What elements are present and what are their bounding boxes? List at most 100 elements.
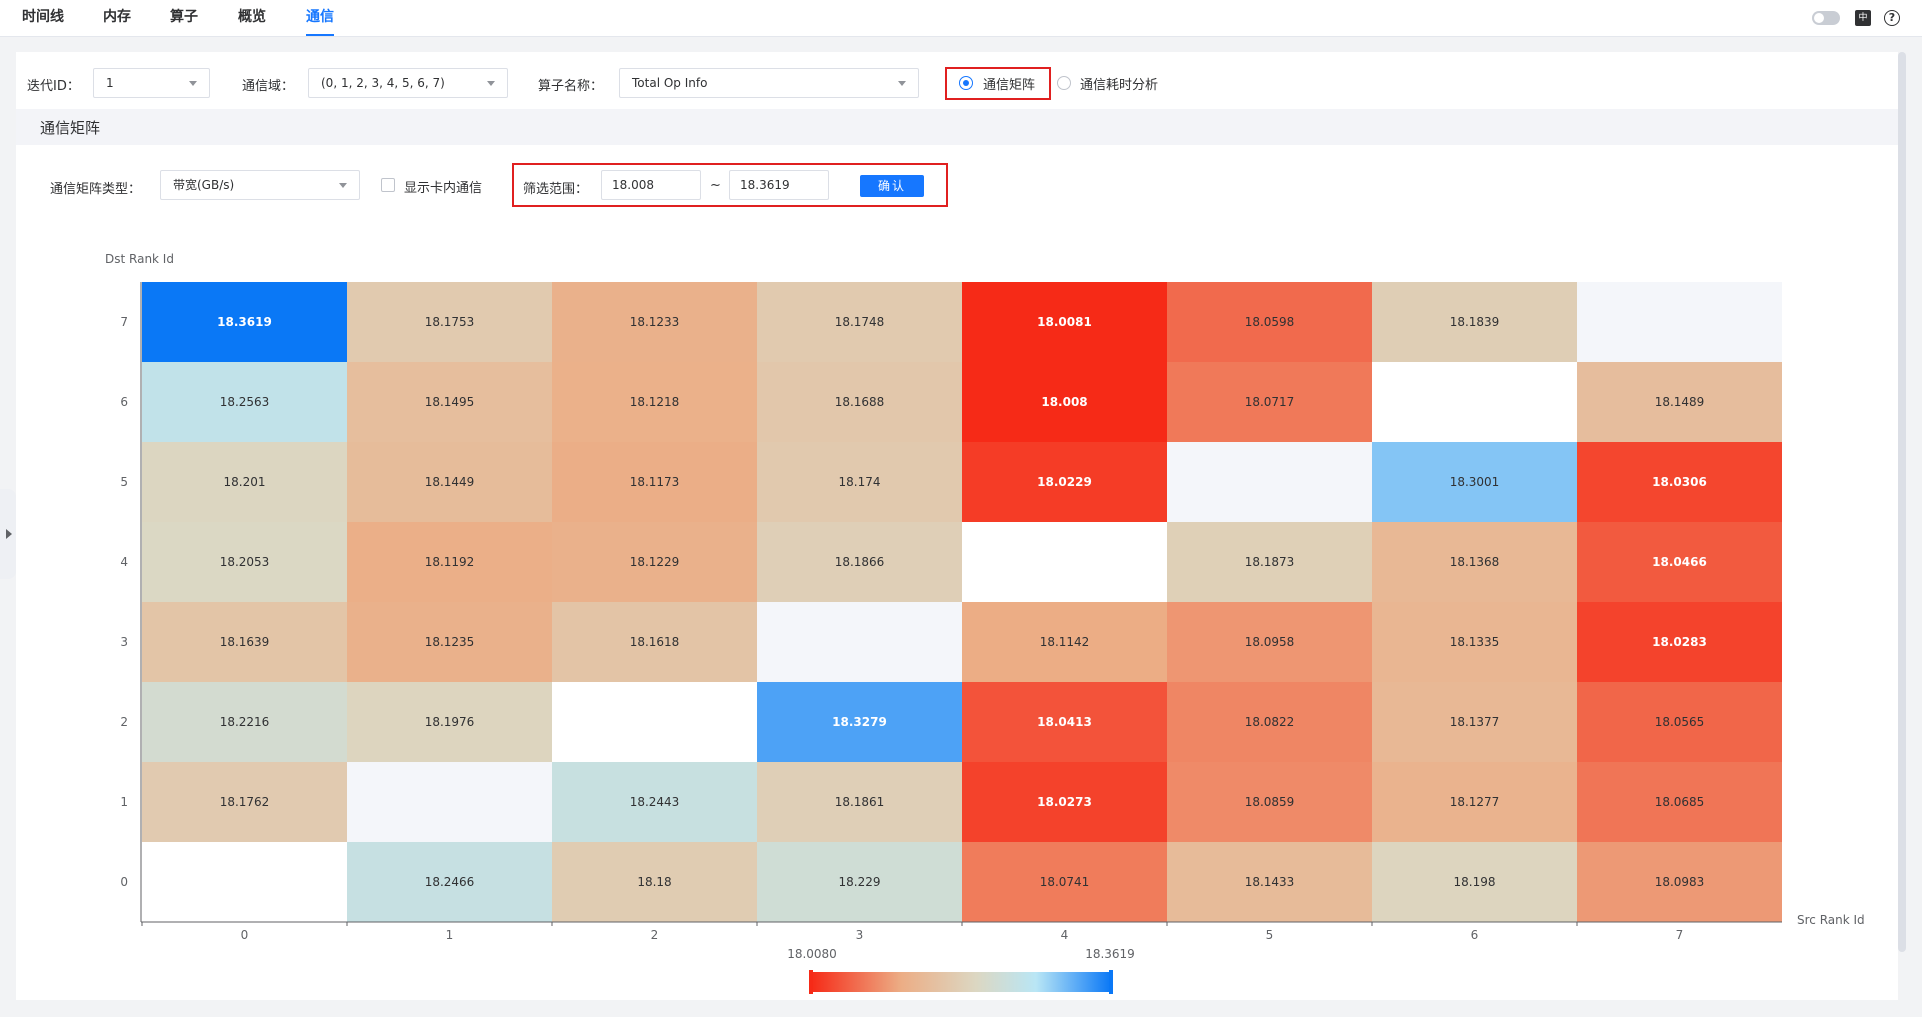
heatmap-cell[interactable] — [962, 362, 1167, 442]
range-max-input[interactable]: 18.3619 — [729, 170, 829, 200]
intra-card-label[interactable]: 显示卡内通信 — [404, 181, 483, 196]
help-icon[interactable]: ? — [1884, 10, 1900, 26]
heatmap-cell[interactable] — [1372, 602, 1577, 682]
heatmap-cell[interactable] — [757, 442, 962, 522]
heatmap-cell[interactable] — [142, 282, 347, 362]
tab-memory[interactable]: 内存 — [103, 9, 131, 25]
heatmap-cell[interactable] — [1577, 522, 1782, 602]
domain-select[interactable]: (0, 1, 2, 3, 4, 5, 6, 7) — [308, 68, 508, 98]
heatmap-cell[interactable] — [1167, 522, 1372, 602]
heatmap-cell[interactable] — [962, 682, 1167, 762]
confirm-button[interactable]: 确认 — [860, 175, 924, 197]
heatmap-cell[interactable] — [1167, 442, 1372, 522]
heatmap-cell[interactable] — [347, 842, 552, 922]
heatmap-cell[interactable] — [1372, 842, 1577, 922]
tab-operator[interactable]: 算子 — [170, 9, 198, 25]
communication-heatmap: Dst Rank Id Src Rank Id 18.2466 18.18 18.2… — [105, 252, 1865, 994]
heatmap-cell-value: 18.1433 — [1245, 875, 1295, 889]
y-tick-label: 2 — [120, 715, 128, 729]
heatmap-cell[interactable] — [962, 442, 1167, 522]
heatmap-cell[interactable] — [552, 442, 757, 522]
heatmap-cell[interactable] — [757, 522, 962, 602]
heatmap-cell[interactable] — [552, 282, 757, 362]
heatmap-cell[interactable] — [1167, 682, 1372, 762]
section-header: 通信矩阵 — [16, 109, 1898, 145]
colorbar: 18.0080 18.3619 — [787, 947, 1135, 994]
heatmap-cell[interactable] — [552, 762, 757, 842]
heatmap-cell[interactable] — [1372, 442, 1577, 522]
communication-panel: 迭代ID： 1 通信域： (0, 1, 2, 3, 4, 5, 6, 7) 算子… — [16, 52, 1898, 1000]
radio-duration[interactable] — [1057, 76, 1071, 90]
heatmap-cell[interactable] — [142, 442, 347, 522]
heatmap-cell[interactable] — [142, 362, 347, 442]
heatmap-cell[interactable] — [757, 282, 962, 362]
heatmap-cell[interactable] — [1372, 682, 1577, 762]
heatmap-cell[interactable] — [757, 762, 962, 842]
heatmap-cell[interactable] — [552, 522, 757, 602]
heatmap-cell[interactable] — [1577, 362, 1782, 442]
heatmap-cell[interactable] — [962, 602, 1167, 682]
heatmap-cell[interactable] — [1167, 362, 1372, 442]
heatmap-cell[interactable] — [1372, 282, 1577, 362]
heatmap-cell[interactable] — [1577, 842, 1782, 922]
heatmap-cell[interactable] — [1167, 602, 1372, 682]
colorbar-max-handle[interactable] — [1109, 970, 1113, 994]
heatmap-cell[interactable] — [347, 442, 552, 522]
op-name-select[interactable]: Total Op Info — [619, 68, 919, 98]
matrix-type-select[interactable]: 带宽(GB/s) — [160, 170, 360, 200]
heatmap-cell[interactable] — [347, 602, 552, 682]
heatmap-cell[interactable] — [757, 602, 962, 682]
heatmap-cell[interactable] — [347, 682, 552, 762]
heatmap-cell[interactable] — [347, 282, 552, 362]
heatmap-cell[interactable] — [1372, 522, 1577, 602]
heatmap-cell[interactable] — [757, 842, 962, 922]
heatmap-cell[interactable] — [962, 282, 1167, 362]
heatmap-cell[interactable] — [1167, 282, 1372, 362]
heatmap-cell[interactable] — [552, 362, 757, 442]
heatmap-cell[interactable] — [552, 602, 757, 682]
radio-duration-label[interactable]: 通信耗时分析 — [1080, 78, 1159, 93]
heatmap-cell[interactable] — [1372, 362, 1577, 442]
heatmap-cell[interactable] — [347, 522, 552, 602]
heatmap-cell[interactable] — [1577, 682, 1782, 762]
heatmap-cell[interactable] — [142, 602, 347, 682]
heatmap-cell[interactable] — [142, 762, 347, 842]
theme-toggle[interactable] — [1812, 11, 1840, 25]
heatmap-cell-value: 18.174 — [839, 475, 881, 489]
heatmap-cell[interactable] — [1167, 762, 1372, 842]
heatmap-cell[interactable] — [142, 842, 347, 922]
heatmap-cell[interactable] — [1577, 282, 1782, 362]
heatmap-cell-value: 18.1277 — [1450, 795, 1500, 809]
heatmap-cell[interactable] — [757, 682, 962, 762]
heatmap-cell[interactable] — [1577, 442, 1782, 522]
heatmap-cell[interactable] — [757, 362, 962, 442]
tab-overview[interactable]: 概览 — [238, 9, 266, 25]
tab-communication[interactable]: 通信 — [306, 0, 334, 36]
heatmap-cell[interactable] — [962, 842, 1167, 922]
heatmap-cell[interactable] — [347, 362, 552, 442]
heatmap-cell-value: 18.1142 — [1040, 635, 1090, 649]
heatmap-cell[interactable] — [552, 682, 757, 762]
heatmap-cell[interactable] — [142, 682, 347, 762]
heatmap-cell[interactable] — [962, 762, 1167, 842]
heatmap-cell[interactable] — [552, 842, 757, 922]
iteration-select[interactable]: 1 — [93, 68, 210, 98]
heatmap-cell[interactable] — [962, 522, 1167, 602]
heatmap-cell[interactable] — [142, 522, 347, 602]
sidebar-expand-handle[interactable] — [0, 489, 16, 579]
language-icon[interactable]: 中 — [1855, 10, 1871, 26]
heatmap-cell[interactable] — [1577, 762, 1782, 842]
intra-card-checkbox[interactable] — [381, 178, 395, 192]
colorbar-min-handle[interactable] — [809, 970, 813, 994]
tab-timeline[interactable]: 时间线 — [22, 9, 64, 25]
heatmap-cell[interactable] — [1167, 842, 1372, 922]
range-min-input[interactable]: 18.008 — [601, 170, 701, 200]
radio-matrix[interactable] — [959, 76, 973, 90]
heatmap-cell-value: 18.1839 — [1450, 315, 1500, 329]
heatmap-cell[interactable] — [347, 762, 552, 842]
heatmap-cell[interactable] — [1577, 602, 1782, 682]
heatmap-cell[interactable] — [1372, 762, 1577, 842]
vertical-scrollbar[interactable] — [1898, 52, 1906, 952]
heatmap-cell-value: 18.1618 — [630, 635, 680, 649]
radio-matrix-label[interactable]: 通信矩阵 — [983, 78, 1036, 93]
